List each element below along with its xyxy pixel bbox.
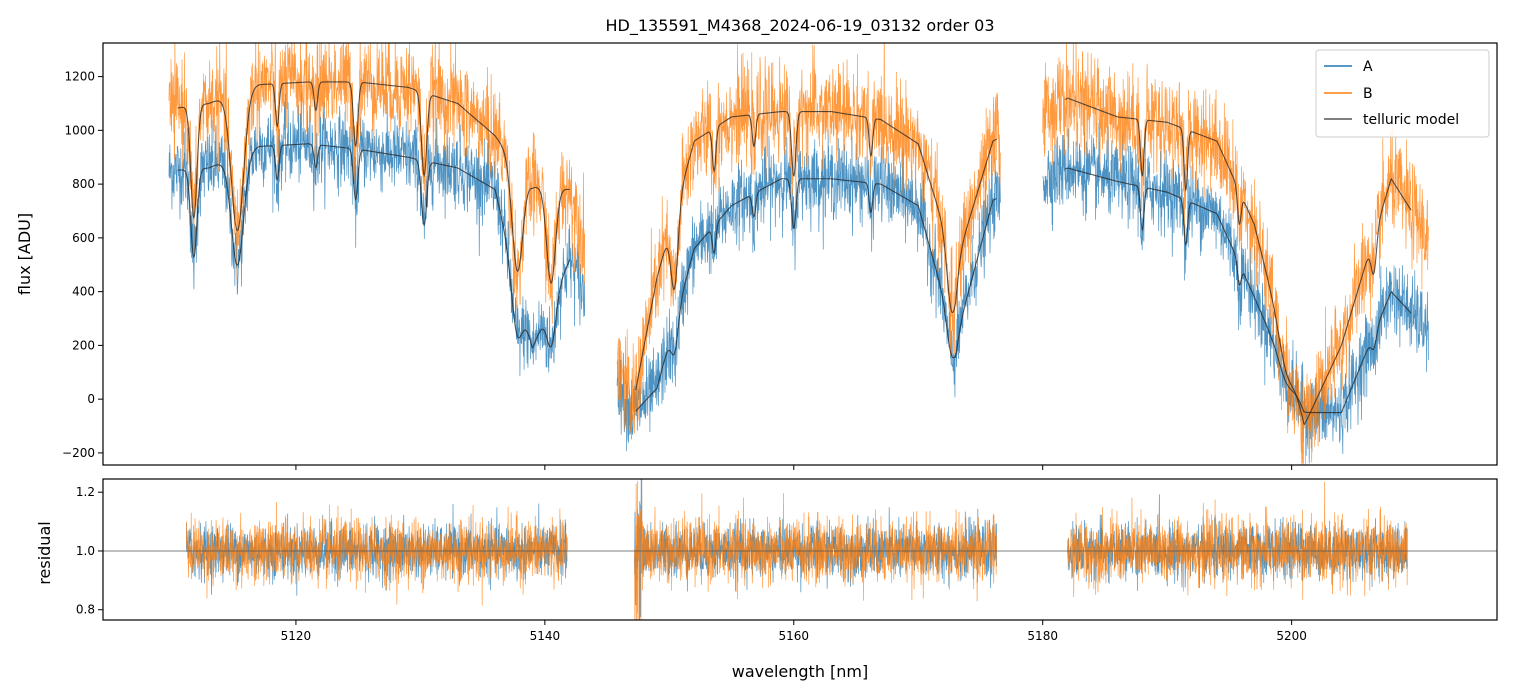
x-tick-label: 5180	[1027, 629, 1058, 643]
telluric-model-b-segment-1	[177, 81, 570, 284]
telluric-model-a-segment-3	[1064, 167, 1412, 414]
residual-series-group	[103, 479, 1497, 620]
residual-axes-frame	[102, 478, 1498, 621]
x-axis-label: wavelength [nm]	[732, 662, 869, 681]
y-tick-label: 1200	[64, 70, 95, 84]
residual-panel: 5120 5140 5160 5180 5200 0.81.01.2 residual …	[35, 478, 1498, 681]
flux-series-group	[168, 43, 1429, 465]
residual-y-ticks: 0.8 1.0 1.2	[76, 485, 103, 617]
residual-b-segment-3	[1067, 481, 1408, 600]
series-b-segment-3	[1042, 43, 1429, 465]
telluric-model-b-segment-2	[635, 110, 997, 391]
legend: A B telluric model	[1315, 49, 1490, 138]
telluric-model-b-segment-3	[1064, 97, 1412, 426]
y-tick-label: 1000	[64, 123, 95, 137]
flux-x-ticks	[295, 465, 1293, 470]
telluric-model-a-segment-1	[177, 143, 571, 349]
x-tick-label: 5200	[1276, 629, 1307, 643]
y-tick-label: 0.8	[76, 603, 95, 617]
y-tick-label: 1.0	[76, 544, 95, 558]
legend-label-telluric-model: telluric model	[1363, 112, 1459, 128]
y-tick-label: 0	[87, 392, 95, 406]
y-tick-label: 1.2	[76, 485, 95, 499]
residual-b-segment-2	[634, 479, 997, 620]
y-tick-label: 800	[72, 177, 95, 191]
flux-y-axis-label: flux [ADU]	[15, 213, 34, 295]
y-tick-label: 400	[72, 285, 95, 299]
legend-label-b: B	[1363, 86, 1373, 102]
flux-panel: −200 0 200 400 600 800 1000 1200 flux [ADU] A B…	[15, 42, 1498, 470]
series-a-segment-2	[616, 129, 1001, 452]
legend-label-a: A	[1363, 59, 1373, 75]
y-tick-label: 200	[72, 338, 95, 352]
residual-y-axis-label: residual	[35, 521, 54, 584]
series-b-segment-2	[616, 43, 1001, 434]
y-tick-label: −200	[62, 446, 95, 460]
x-tick-label: 5160	[779, 629, 810, 643]
x-tick-label: 5120	[281, 629, 312, 643]
residual-x-ticks: 5120 5140 5160 5180 5200	[281, 620, 1307, 643]
series-b-segment-1	[168, 43, 586, 324]
legend-box	[1315, 49, 1490, 138]
flux-y-ticks: −200 0 200 400 600 800 1000 1200	[62, 70, 103, 460]
y-tick-label: 600	[72, 231, 95, 245]
telluric-model-a-segment-2	[635, 178, 997, 412]
x-tick-label: 5140	[530, 629, 561, 643]
chart-title: HD_135591_M4368_2024-06-19_03132 order 0…	[605, 16, 994, 36]
flux-axes-frame	[102, 42, 1498, 466]
